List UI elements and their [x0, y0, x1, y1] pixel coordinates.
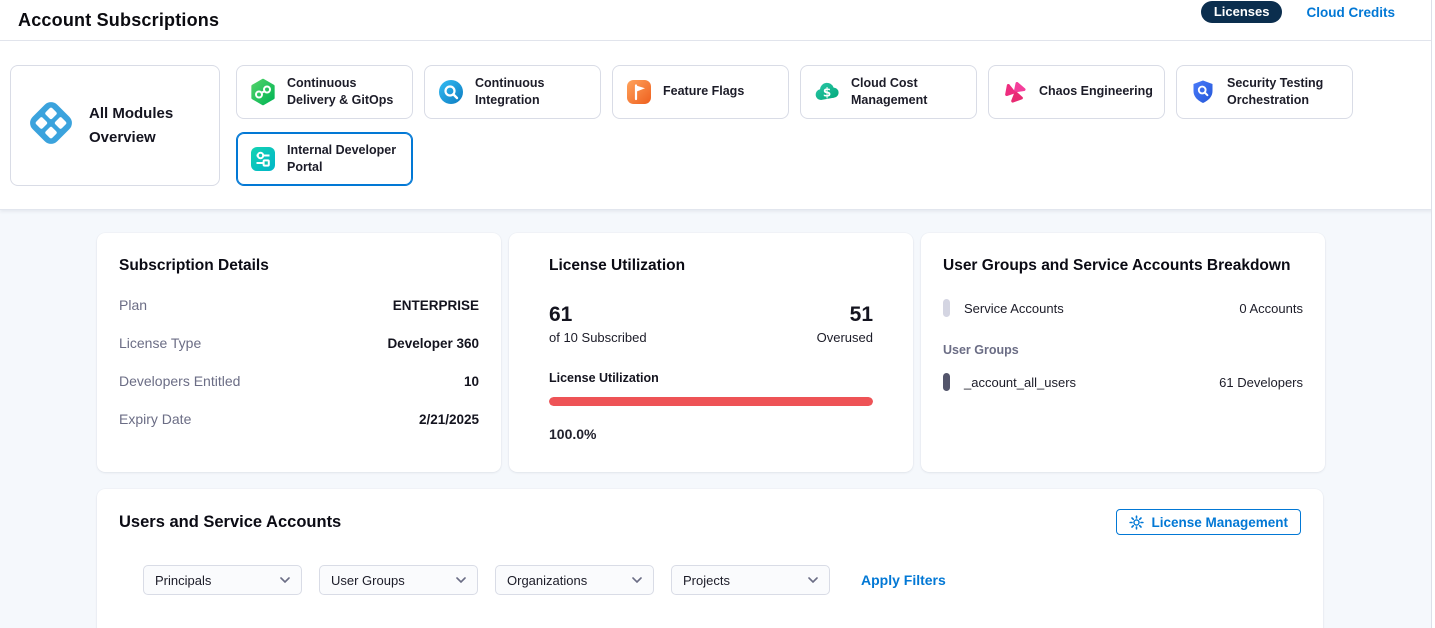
module-tile-label: Feature Flags [663, 84, 745, 99]
row-value: ENTERPRISE [392, 298, 479, 313]
user-group-marker [943, 373, 950, 391]
used-caption: of 10 Subscribed [549, 330, 647, 345]
summary-cards-row: Subscription Details Plan ENTERPRISE Lic… [97, 233, 1325, 472]
user-group-value: 61 Developers [1219, 374, 1303, 390]
module-tile-label: Chaos Engineering [1039, 84, 1153, 99]
service-accounts-value: 0 Accounts [1239, 300, 1303, 316]
user-group-row: _account_all_users 61 Developers [943, 373, 1303, 391]
projects-filter-select[interactable]: Projects [671, 565, 830, 595]
users-section-header: Users and Service Accounts License Manag… [119, 509, 1301, 535]
filters-row: Principals User Groups Organizations Pro… [143, 565, 1301, 595]
subscription-row-developers-entitled: Developers Entitled 10 [119, 373, 479, 389]
module-tile-feature-flags[interactable]: Feature Flags [612, 65, 789, 119]
row-label: License Type [119, 335, 202, 351]
ccm-icon: $ [813, 78, 841, 106]
used-block: 61 of 10 Subscribed [549, 303, 647, 345]
breakdown-title: User Groups and Service Accounts Breakdo… [943, 257, 1291, 274]
module-tile-internal-developer-portal[interactable]: Internal Developer Portal [236, 132, 413, 186]
module-tile-label: Continuous Delivery & GitOps [287, 75, 394, 108]
users-service-accounts-card: Users and Service Accounts License Manag… [97, 489, 1323, 628]
chevron-down-icon [808, 577, 818, 583]
chevron-down-icon [280, 577, 290, 583]
module-tile-continuous-delivery-gitops[interactable]: Continuous Delivery & GitOps [236, 65, 413, 119]
module-tile-label: Security Testing Orchestration [1227, 75, 1324, 108]
module-tile-continuous-integration[interactable]: Continuous Integration [424, 65, 601, 119]
idp-icon [249, 145, 277, 173]
cd-gitops-icon [249, 78, 277, 106]
row-value: Developer 360 [387, 336, 479, 351]
chevron-down-icon [456, 577, 466, 583]
svg-text:$: $ [823, 86, 831, 100]
module-tile-cloud-cost-management[interactable]: $ Cloud Cost Management [800, 65, 977, 119]
apply-filters-link[interactable]: Apply Filters [861, 572, 946, 588]
select-label: User Groups [331, 572, 405, 588]
ci-icon [437, 78, 465, 106]
chevron-down-icon [632, 577, 642, 583]
chaos-icon [1001, 78, 1029, 106]
service-accounts-marker [943, 299, 950, 317]
user-group-label: _account_all_users [964, 374, 1077, 390]
scrollbar-track[interactable] [1431, 0, 1435, 628]
module-tiles: Continuous Delivery & GitOps Continuous … [236, 65, 1366, 186]
organizations-filter-select[interactable]: Organizations [495, 565, 654, 595]
row-value: 2/21/2025 [418, 412, 479, 427]
tab-cloud-credits[interactable]: Cloud Credits [1306, 4, 1395, 20]
subscription-details-card: Subscription Details Plan ENTERPRISE Lic… [97, 233, 501, 472]
license-utilization-card: License Utilization 61 of 10 Subscribed … [509, 233, 913, 472]
row-label: Expiry Date [119, 411, 192, 427]
feature-flags-icon [625, 78, 653, 106]
breakdown-card: User Groups and Service Accounts Breakdo… [921, 233, 1325, 472]
main-content: Subscription Details Plan ENTERPRISE Lic… [97, 233, 1325, 628]
gear-icon [1129, 514, 1145, 530]
select-label: Projects [683, 572, 730, 588]
module-tile-chaos-engineering[interactable]: Chaos Engineering [988, 65, 1165, 119]
service-accounts-row: Service Accounts 0 Accounts [943, 299, 1303, 317]
subscription-details-title: Subscription Details [119, 257, 269, 274]
utilization-bar-fill [549, 397, 873, 406]
module-tile-label: Cloud Cost Management [851, 75, 928, 108]
utilization-bar-label: License Utilization [549, 371, 659, 385]
subscription-row-expiry-date: Expiry Date 2/21/2025 [119, 411, 479, 427]
utilization-percent: 100.0% [549, 426, 597, 442]
license-utilization-title: License Utilization [549, 257, 686, 274]
all-modules-overview-card[interactable]: All Modules Overview [10, 65, 220, 186]
header-tabs: Licenses Cloud Credits [1200, 1, 1395, 23]
license-management-label: License Management [1151, 514, 1288, 530]
page-title: Account Subscriptions [18, 9, 220, 30]
utilization-numbers: 61 of 10 Subscribed 51 Overused [549, 303, 873, 345]
row-label: Developers Entitled [119, 373, 241, 389]
service-accounts-label: Service Accounts [964, 300, 1064, 316]
overused-count: 51 [849, 303, 873, 326]
license-management-button[interactable]: License Management [1116, 509, 1301, 535]
page-header: Account Subscriptions Licenses Cloud Cre… [0, 0, 1435, 41]
principals-filter-select[interactable]: Principals [143, 565, 302, 595]
row-label: Plan [119, 297, 148, 313]
user-groups-section-label: User Groups [943, 343, 1019, 357]
overused-block: 51 Overused [817, 303, 873, 345]
row-value: 10 [463, 374, 479, 389]
module-tile-label: Continuous Integration [475, 75, 545, 108]
all-modules-overview-label: All Modules Overview [89, 104, 174, 146]
module-strip: All Modules Overview Continuous Delivery… [0, 41, 1435, 210]
all-modules-icon [25, 97, 77, 154]
tab-licenses[interactable]: Licenses [1200, 1, 1283, 23]
users-section-title: Users and Service Accounts [119, 512, 342, 531]
user-groups-filter-select[interactable]: User Groups [319, 565, 478, 595]
utilization-bar-track [549, 397, 873, 406]
subscription-row-plan: Plan ENTERPRISE [119, 297, 479, 313]
overused-caption: Overused [816, 330, 873, 345]
select-label: Principals [155, 572, 212, 588]
used-count: 61 [549, 303, 573, 326]
subscription-row-license-type: License Type Developer 360 [119, 335, 479, 351]
select-label: Organizations [507, 572, 588, 588]
module-tile-security-testing-orchestration[interactable]: Security Testing Orchestration [1176, 65, 1353, 119]
module-tile-label: Internal Developer Portal [287, 142, 397, 175]
sto-icon [1189, 78, 1217, 106]
